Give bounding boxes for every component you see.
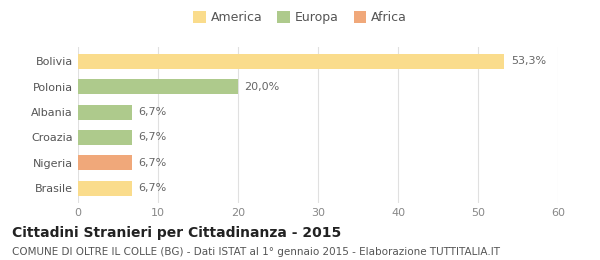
Bar <box>78 54 505 69</box>
Text: 53,3%: 53,3% <box>511 56 546 67</box>
Text: Cittadini Stranieri per Cittadinanza - 2015: Cittadini Stranieri per Cittadinanza - 2… <box>12 226 341 240</box>
Text: 6,7%: 6,7% <box>138 183 166 193</box>
Legend: America, Europa, Africa: America, Europa, Africa <box>188 6 412 29</box>
Text: 6,7%: 6,7% <box>138 158 166 168</box>
Bar <box>78 130 131 145</box>
Text: 6,7%: 6,7% <box>138 132 166 142</box>
Bar <box>78 105 131 120</box>
Text: 6,7%: 6,7% <box>138 107 166 117</box>
Text: 20,0%: 20,0% <box>244 82 280 92</box>
Bar <box>78 155 131 170</box>
Bar <box>78 79 238 94</box>
Bar <box>78 180 131 196</box>
Text: COMUNE DI OLTRE IL COLLE (BG) - Dati ISTAT al 1° gennaio 2015 - Elaborazione TUT: COMUNE DI OLTRE IL COLLE (BG) - Dati IST… <box>12 247 500 257</box>
